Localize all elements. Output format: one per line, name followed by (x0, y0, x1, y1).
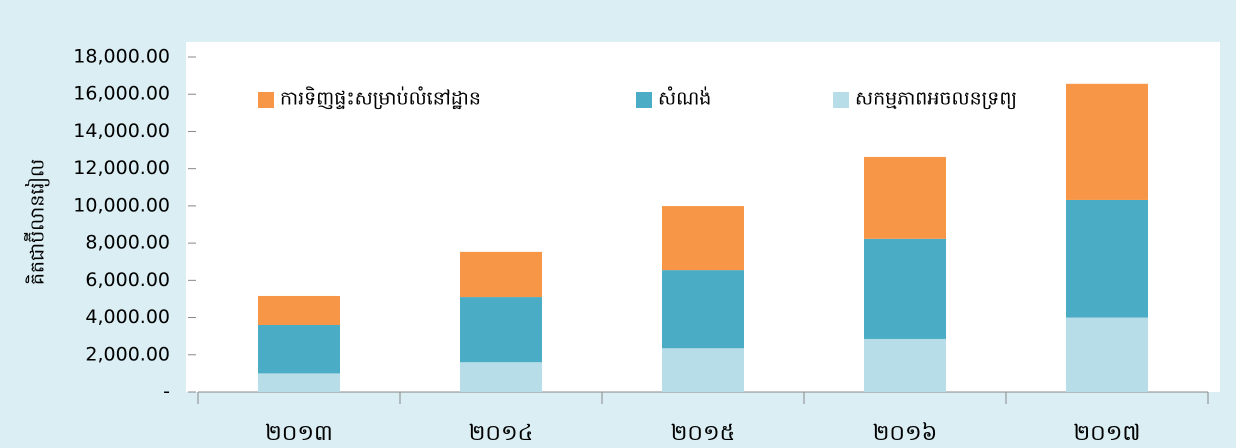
y-tick-label: 2,000.00 (85, 343, 170, 365)
bar-segment (662, 270, 744, 349)
bar-segment (1066, 317, 1148, 392)
bar-segment (258, 373, 340, 392)
y-tick-label: 4,000.00 (85, 306, 170, 328)
y-axis-label: គិតជាប៊ីលានរៀល (24, 159, 51, 285)
y-tick-label: 16,000.00 (73, 83, 170, 105)
y-tick-label: - (163, 381, 170, 403)
x-tick-label: ២០១៧ (1074, 421, 1141, 446)
y-tick-label: 8,000.00 (85, 232, 170, 254)
bar-segment (1066, 83, 1148, 200)
bar-segment (460, 362, 542, 392)
legend-swatch (833, 92, 849, 108)
bar-segment (460, 251, 542, 298)
y-tick-label: 12,000.00 (73, 157, 170, 179)
bar-segment (864, 156, 946, 239)
legend-label: សកម្មភាពអចលនទ្រព្យ (855, 88, 1017, 110)
bar-segment (662, 206, 744, 271)
y-tick-label: 14,000.00 (73, 120, 170, 142)
bar-segment (864, 338, 946, 392)
y-tick-label: 18,000.00 (73, 46, 170, 68)
bar-segment (258, 325, 340, 374)
bar-segment (662, 348, 744, 392)
x-tick-label: ២០១៦ (873, 421, 937, 446)
bar-segment (460, 297, 542, 363)
legend-swatch (636, 92, 652, 108)
bar-segment (864, 238, 946, 339)
y-tick-label: 6,000.00 (85, 269, 170, 291)
x-tick-label: ២០១៣ (265, 421, 333, 446)
legend-label: ការទិញផ្ទះសម្រាប់លំនៅដ្ឋាន (280, 86, 481, 110)
x-tick-label: ២០១៥ (671, 421, 735, 446)
legend-label: សំណង់ (658, 86, 711, 110)
x-tick-label: ២០១៤ (469, 421, 533, 446)
y-tick-label: 10,000.00 (73, 194, 170, 216)
legend-swatch (258, 92, 274, 108)
bar-segment (258, 295, 340, 325)
bar-segment (1066, 199, 1148, 318)
